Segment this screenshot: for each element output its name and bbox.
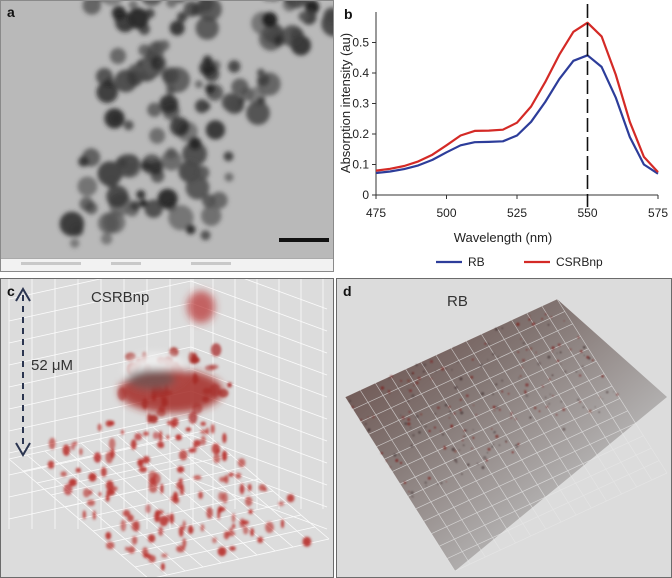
y-tick-label: 0.5 — [352, 36, 369, 50]
y-axis-label: Absorption intensity (au) — [338, 33, 353, 173]
panel-label-a: a — [7, 4, 15, 20]
csrbnp-3d-render — [8, 279, 330, 577]
series-line-rb — [375, 54, 659, 175]
chart-legend: RB CSRBnp — [436, 255, 603, 269]
panel-label-d: d — [343, 283, 352, 299]
panel-c-csrbnp-3d: c CSRBnp 52 μM — [0, 278, 334, 578]
rb-3d-render — [344, 298, 668, 572]
nanoparticle-aggregates — [59, 1, 333, 248]
y-tick-label: 0 — [362, 188, 369, 202]
x-tick-label: 575 — [648, 206, 668, 220]
csrbnp-title: CSRBnp — [91, 289, 150, 306]
tem-info-strip — [1, 258, 333, 271]
x-tick-label: 500 — [436, 206, 456, 220]
y-tick-label: 0.2 — [352, 127, 369, 141]
depth-label: 52 μM — [31, 357, 73, 374]
x-tick-label: 550 — [577, 206, 597, 220]
x-tick-label: 525 — [507, 206, 527, 220]
tem-micrograph — [1, 1, 333, 271]
panel-label-b: b — [344, 6, 353, 22]
3d-grid — [8, 279, 330, 577]
absorption-chart: 0 0.1 0.2 0.3 0.4 0.5 475 500 525 550 575 Waveleng… — [338, 4, 668, 269]
3d-grid — [344, 298, 668, 572]
panel-d-rb-3d: d RB — [336, 278, 672, 578]
legend-label-rb: RB — [468, 255, 485, 269]
x-axis-label: Wavelength (nm) — [454, 230, 553, 245]
series-line-csrbnp — [375, 21, 659, 173]
scale-bar — [279, 238, 329, 242]
rb-title: RB — [447, 293, 468, 310]
depth-arrow — [15, 287, 31, 457]
rb-stain-specks — [348, 313, 619, 498]
panel-label-c: c — [7, 283, 15, 299]
panel-a-tem-image: a — [0, 0, 334, 272]
y-tick-label: 0.3 — [352, 97, 369, 111]
y-tick-label: 0.1 — [352, 158, 369, 172]
panel-b-absorption-chart: b 0 0.1 0.2 0.3 0.4 0.5 475 500 525 550 575 Wavele… — [336, 0, 672, 272]
central-aggregate — [119, 291, 223, 413]
y-tick-label: 0.4 — [352, 66, 369, 80]
legend-label-csrbnp: CSRBnp — [556, 255, 603, 269]
x-tick-label: 475 — [366, 206, 386, 220]
